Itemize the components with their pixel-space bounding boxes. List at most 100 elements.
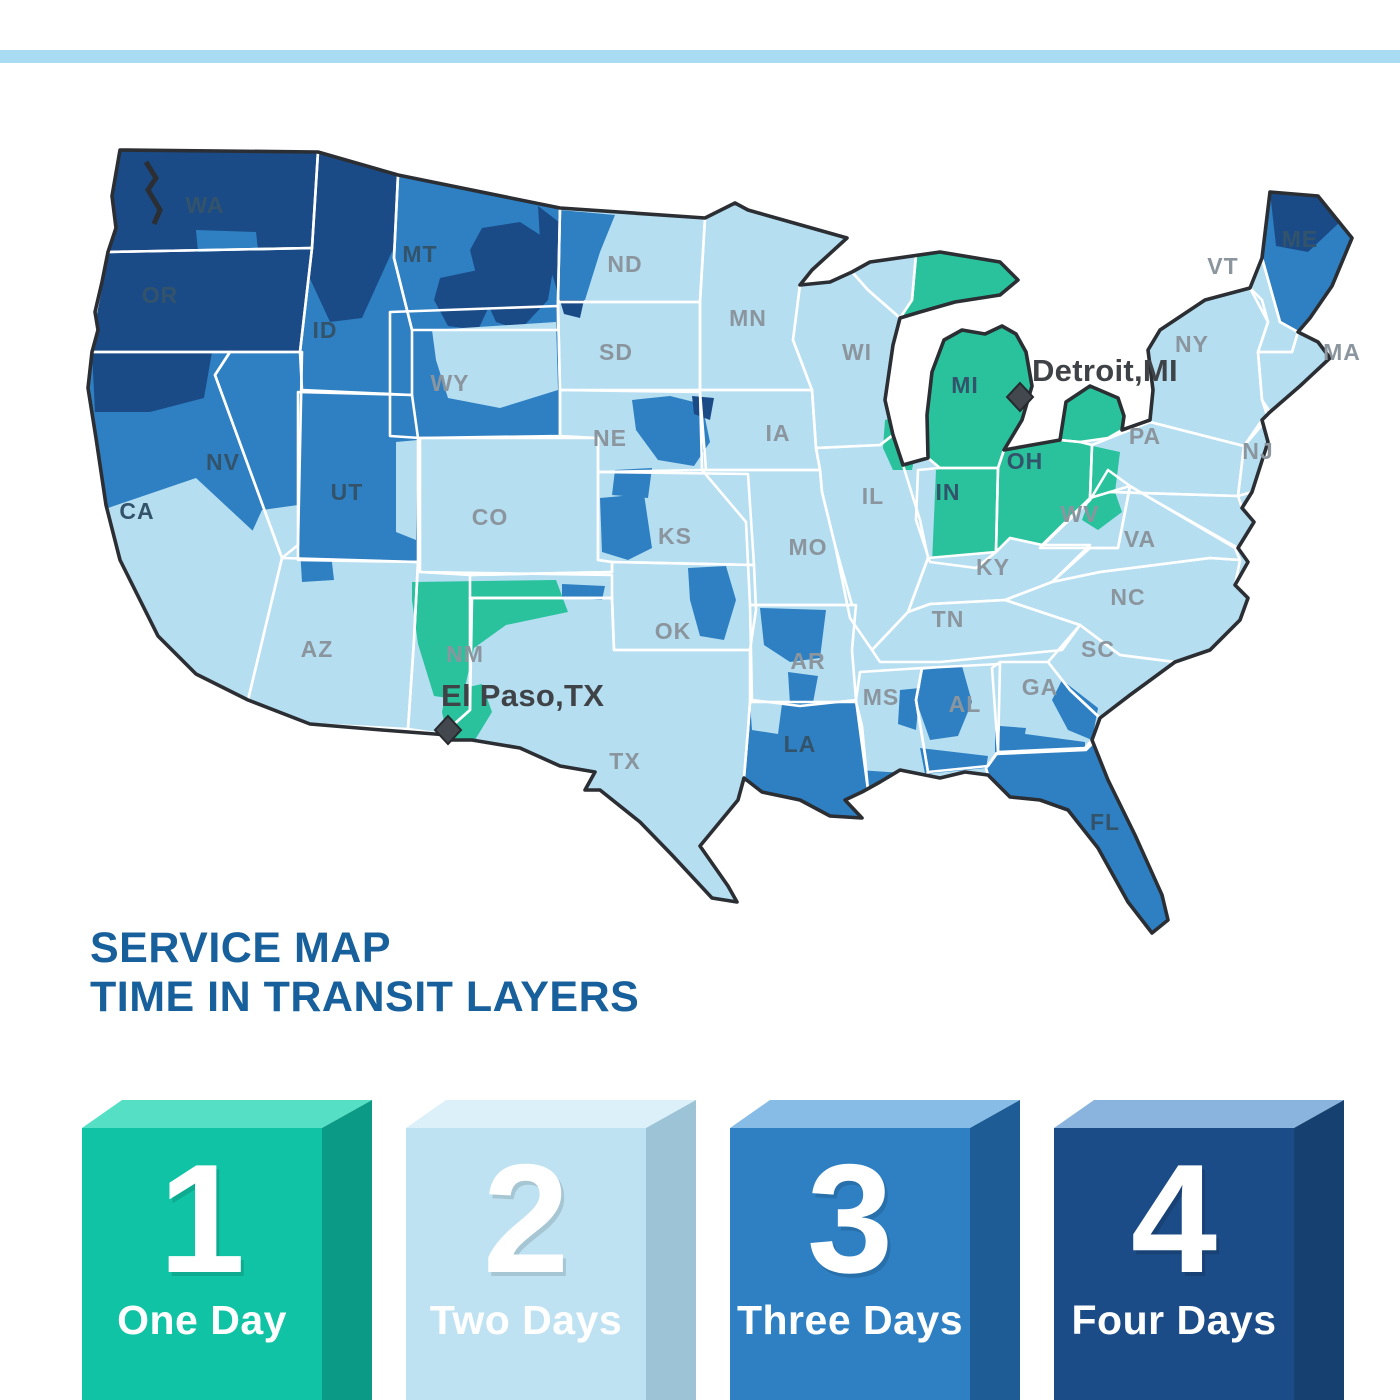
state-tx — [448, 598, 750, 902]
state-ny — [1148, 288, 1268, 446]
patch-nd-3day — [558, 210, 615, 300]
state-label-sc: SC — [1081, 636, 1115, 662]
state-label-la: LA — [784, 731, 817, 757]
region-upper-peninsula-east — [900, 252, 1018, 318]
patch-nv-2day — [252, 505, 298, 558]
state-label-mt: MT — [402, 241, 437, 267]
state-borders — [88, 150, 1352, 933]
legend-number-shadow-1: 1 — [162, 1136, 248, 1309]
patch-ks-3day-a — [600, 494, 652, 560]
top-stripe — [0, 50, 1400, 63]
state-label-ne: NE — [593, 425, 627, 451]
state-label-ky: KY — [976, 554, 1010, 580]
patch-me-4day — [1270, 192, 1340, 252]
state-label-mi: MI — [951, 372, 979, 398]
patch-ut-az-3day — [300, 545, 334, 582]
state-border-mo — [700, 468, 854, 607]
state-label-tx: TX — [609, 748, 640, 774]
state-label-nc: NC — [1110, 584, 1145, 610]
legend-label-4: Four Days — [1072, 1297, 1277, 1343]
puget-sound-detail — [143, 160, 163, 225]
state-label-ks: KS — [658, 523, 692, 549]
state-label-or: OR — [142, 282, 179, 308]
state-va — [1052, 486, 1240, 582]
state-label-ma: MA — [1323, 339, 1361, 365]
state-oh — [996, 440, 1092, 552]
state-tn — [872, 600, 1080, 662]
patch-ne-3day — [632, 396, 710, 466]
patch-wy-2day — [432, 322, 558, 408]
legend-box-4-front-face — [1054, 1128, 1294, 1400]
patch-ar-3day-b — [788, 672, 818, 708]
patch-in-2day — [916, 470, 936, 564]
state-nv — [215, 352, 302, 558]
state-label-ar: AR — [790, 648, 825, 674]
state-fl — [986, 742, 1168, 933]
patch-la-2day — [750, 702, 782, 734]
state-mn — [700, 203, 847, 390]
title-line-1: SERVICE MAP — [90, 924, 391, 972]
state-label-va: VA — [1124, 526, 1156, 552]
patch-co-ok-3day — [562, 584, 605, 600]
state-wi — [793, 272, 900, 448]
state-label-nj: NJ — [1242, 438, 1273, 464]
state-mi — [927, 326, 1032, 468]
state-nc — [1005, 558, 1248, 662]
legend-box-1-front-face — [82, 1128, 322, 1400]
patch-ar-3day-a — [760, 608, 826, 662]
state-label-ut: UT — [331, 479, 364, 505]
city-label-detroit: Detroit,MI — [1032, 353, 1178, 388]
patch-ks-3day-b — [612, 468, 652, 498]
state-sd — [558, 302, 700, 390]
legend-number-3: 3 — [807, 1132, 893, 1305]
legend-number-1: 1 — [159, 1132, 245, 1305]
state-ia — [700, 390, 820, 470]
legend-box-3-top-face — [730, 1100, 1020, 1128]
legend-box-2-side-face — [646, 1100, 696, 1400]
state-label-nd: ND — [607, 251, 642, 277]
state-az — [248, 558, 418, 729]
patch-ca-4day — [92, 352, 212, 412]
legend-number-2: 2 — [483, 1132, 569, 1305]
legend-number-shadow-4: 4 — [1134, 1136, 1220, 1309]
legend-box-4-side-face — [1294, 1100, 1344, 1400]
state-label-al: AL — [949, 691, 982, 717]
state-label-pa: PA — [1129, 423, 1161, 449]
patch-ok-3day — [688, 566, 736, 640]
patch-al-3day-a — [918, 666, 972, 740]
state-label-sd: SD — [599, 339, 633, 365]
state-ut — [298, 392, 418, 562]
state-label-nv: NV — [206, 449, 240, 475]
patch-ga-al-3day — [1000, 726, 1026, 752]
state-wa — [108, 150, 318, 252]
state-label-wv: WV — [1060, 501, 1099, 527]
state-label-mn: MN — [729, 305, 767, 331]
state-label-co: CO — [472, 504, 509, 530]
city-label-elpaso: El Paso,TX — [441, 678, 604, 713]
state-label-ca: CA — [119, 498, 154, 524]
patch-ca-2day — [108, 478, 282, 700]
state-label-vt: VT — [1207, 253, 1238, 279]
state-label-ok: OK — [655, 618, 692, 644]
state-border-in — [914, 466, 1000, 570]
legend-box-2-top-face — [406, 1100, 696, 1128]
legend-box-3-front-face — [730, 1128, 970, 1400]
legend-box-1-top-face — [82, 1100, 372, 1128]
patch-ms-3day-b — [898, 688, 920, 730]
patch-ut-2day — [396, 440, 418, 540]
state-label-wi: WI — [842, 339, 872, 365]
state-co — [420, 438, 612, 575]
state-label-ny: NY — [1175, 331, 1209, 357]
state-label-in: IN — [936, 479, 961, 505]
national-outline — [86, 148, 1354, 935]
state-label-il: IL — [862, 483, 884, 509]
state-label-me: ME — [1282, 226, 1319, 252]
legend-number-shadow-2: 2 — [486, 1136, 572, 1309]
state-border-nm — [406, 560, 614, 737]
patch-id-4day — [306, 152, 398, 322]
city-marker-detroit — [1005, 381, 1035, 413]
